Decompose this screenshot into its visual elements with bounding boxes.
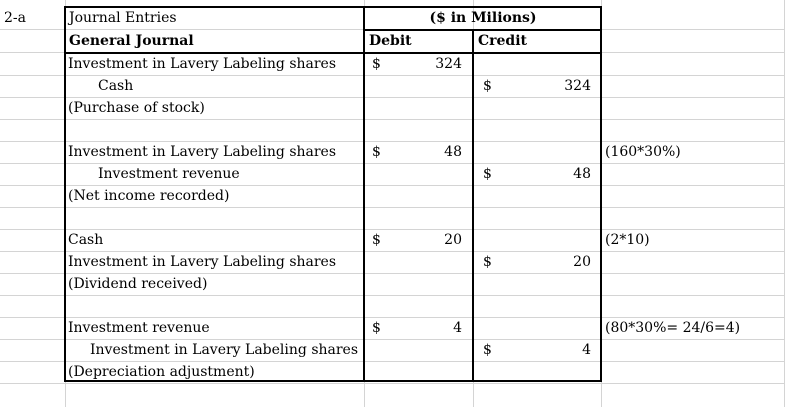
gridline xyxy=(0,361,785,362)
debit-amount[interactable]: 4 xyxy=(453,320,462,336)
gridline xyxy=(0,229,785,230)
debit-amount[interactable] xyxy=(400,75,462,97)
account-cell[interactable]: Investment in Lavery Labeling shares xyxy=(68,56,337,72)
account-cell[interactable]: Investment in Lavery Labeling shares xyxy=(90,342,359,358)
debit-amount[interactable]: 48 xyxy=(444,144,462,160)
gridline xyxy=(0,339,785,340)
gridline xyxy=(0,141,785,142)
debit-header[interactable]: Debit xyxy=(369,33,412,49)
credit-amount[interactable] xyxy=(520,317,591,339)
unit-header[interactable]: ($ in Milions) xyxy=(429,10,537,26)
credit-amount[interactable]: 324 xyxy=(564,78,591,94)
border-left xyxy=(64,6,66,382)
gridline xyxy=(0,383,785,384)
gridline xyxy=(0,75,785,76)
account-cell[interactable]: (Depreciation adjustment) xyxy=(68,364,255,380)
debit-amount[interactable] xyxy=(400,207,462,229)
gridline xyxy=(0,97,785,98)
credit-amount[interactable] xyxy=(520,141,591,163)
account-cell[interactable]: Investment revenue xyxy=(98,166,240,182)
gridline xyxy=(0,295,785,296)
gridline xyxy=(0,273,785,274)
credit-amount[interactable] xyxy=(520,229,591,251)
gridline xyxy=(0,251,785,252)
credit-currency[interactable]: $ xyxy=(483,342,492,358)
account-cell[interactable]: (Purchase of stock) xyxy=(68,100,205,116)
gridline xyxy=(0,185,785,186)
credit-amount[interactable] xyxy=(520,97,591,119)
debit-amount[interactable] xyxy=(400,119,462,141)
account-cell[interactable]: Cash xyxy=(98,78,134,94)
credit-header[interactable]: Credit xyxy=(478,33,527,49)
account-cell[interactable]: (Dividend received) xyxy=(68,276,208,292)
debit-amount[interactable] xyxy=(400,273,462,295)
debit-amount[interactable] xyxy=(400,251,462,273)
debit-amount[interactable]: 20 xyxy=(444,232,462,248)
debit-amount[interactable] xyxy=(400,295,462,317)
border-right xyxy=(600,6,602,382)
account-cell[interactable]: Investment revenue xyxy=(68,320,210,336)
credit-amount[interactable] xyxy=(520,295,591,317)
note-cell[interactable]: (80*30%= 24/6=4) xyxy=(605,320,741,336)
note-cell[interactable]: (160*30%) xyxy=(605,144,681,160)
journal-entries-title[interactable]: Journal Entries xyxy=(69,10,177,26)
note-cell[interactable]: (2*10) xyxy=(605,232,650,248)
account-cell[interactable]: Cash xyxy=(68,232,104,248)
credit-currency[interactable]: $ xyxy=(483,166,492,182)
account-cell[interactable]: (Net income recorded) xyxy=(68,188,230,204)
border-header-split xyxy=(364,29,602,31)
debit-amount[interactable] xyxy=(400,339,462,361)
gridline xyxy=(0,163,785,164)
debit-amount[interactable] xyxy=(400,97,462,119)
credit-currency[interactable]: $ xyxy=(483,254,492,270)
debit-currency[interactable]: $ xyxy=(372,320,381,336)
credit-amount[interactable] xyxy=(520,53,591,75)
general-journal-header[interactable]: General Journal xyxy=(69,33,194,49)
debit-currency[interactable]: $ xyxy=(372,56,381,72)
credit-amount[interactable] xyxy=(520,185,591,207)
credit-amount[interactable]: 48 xyxy=(573,166,591,182)
credit-amount[interactable]: 4 xyxy=(582,342,591,358)
credit-amount[interactable] xyxy=(520,273,591,295)
gridline xyxy=(0,207,785,208)
section-label[interactable]: 2-a xyxy=(4,10,26,26)
border-top xyxy=(65,6,602,8)
border-header-bottom xyxy=(65,52,602,54)
border-debit-left xyxy=(363,6,365,382)
credit-amount[interactable]: 20 xyxy=(573,254,591,270)
credit-amount[interactable] xyxy=(520,119,591,141)
debit-amount[interactable] xyxy=(400,163,462,185)
border-bottom xyxy=(65,380,602,382)
debit-currency[interactable]: $ xyxy=(372,144,381,160)
debit-amount[interactable] xyxy=(400,185,462,207)
gridline xyxy=(0,119,785,120)
border-credit-left xyxy=(472,29,474,382)
credit-amount[interactable] xyxy=(520,207,591,229)
debit-currency[interactable]: $ xyxy=(372,232,381,248)
account-cell[interactable]: Investment in Lavery Labeling shares xyxy=(68,254,337,270)
credit-currency[interactable]: $ xyxy=(483,78,492,94)
gridline xyxy=(0,317,785,318)
debit-amount[interactable]: 324 xyxy=(435,56,462,72)
account-cell[interactable]: Investment in Lavery Labeling shares xyxy=(68,144,337,160)
